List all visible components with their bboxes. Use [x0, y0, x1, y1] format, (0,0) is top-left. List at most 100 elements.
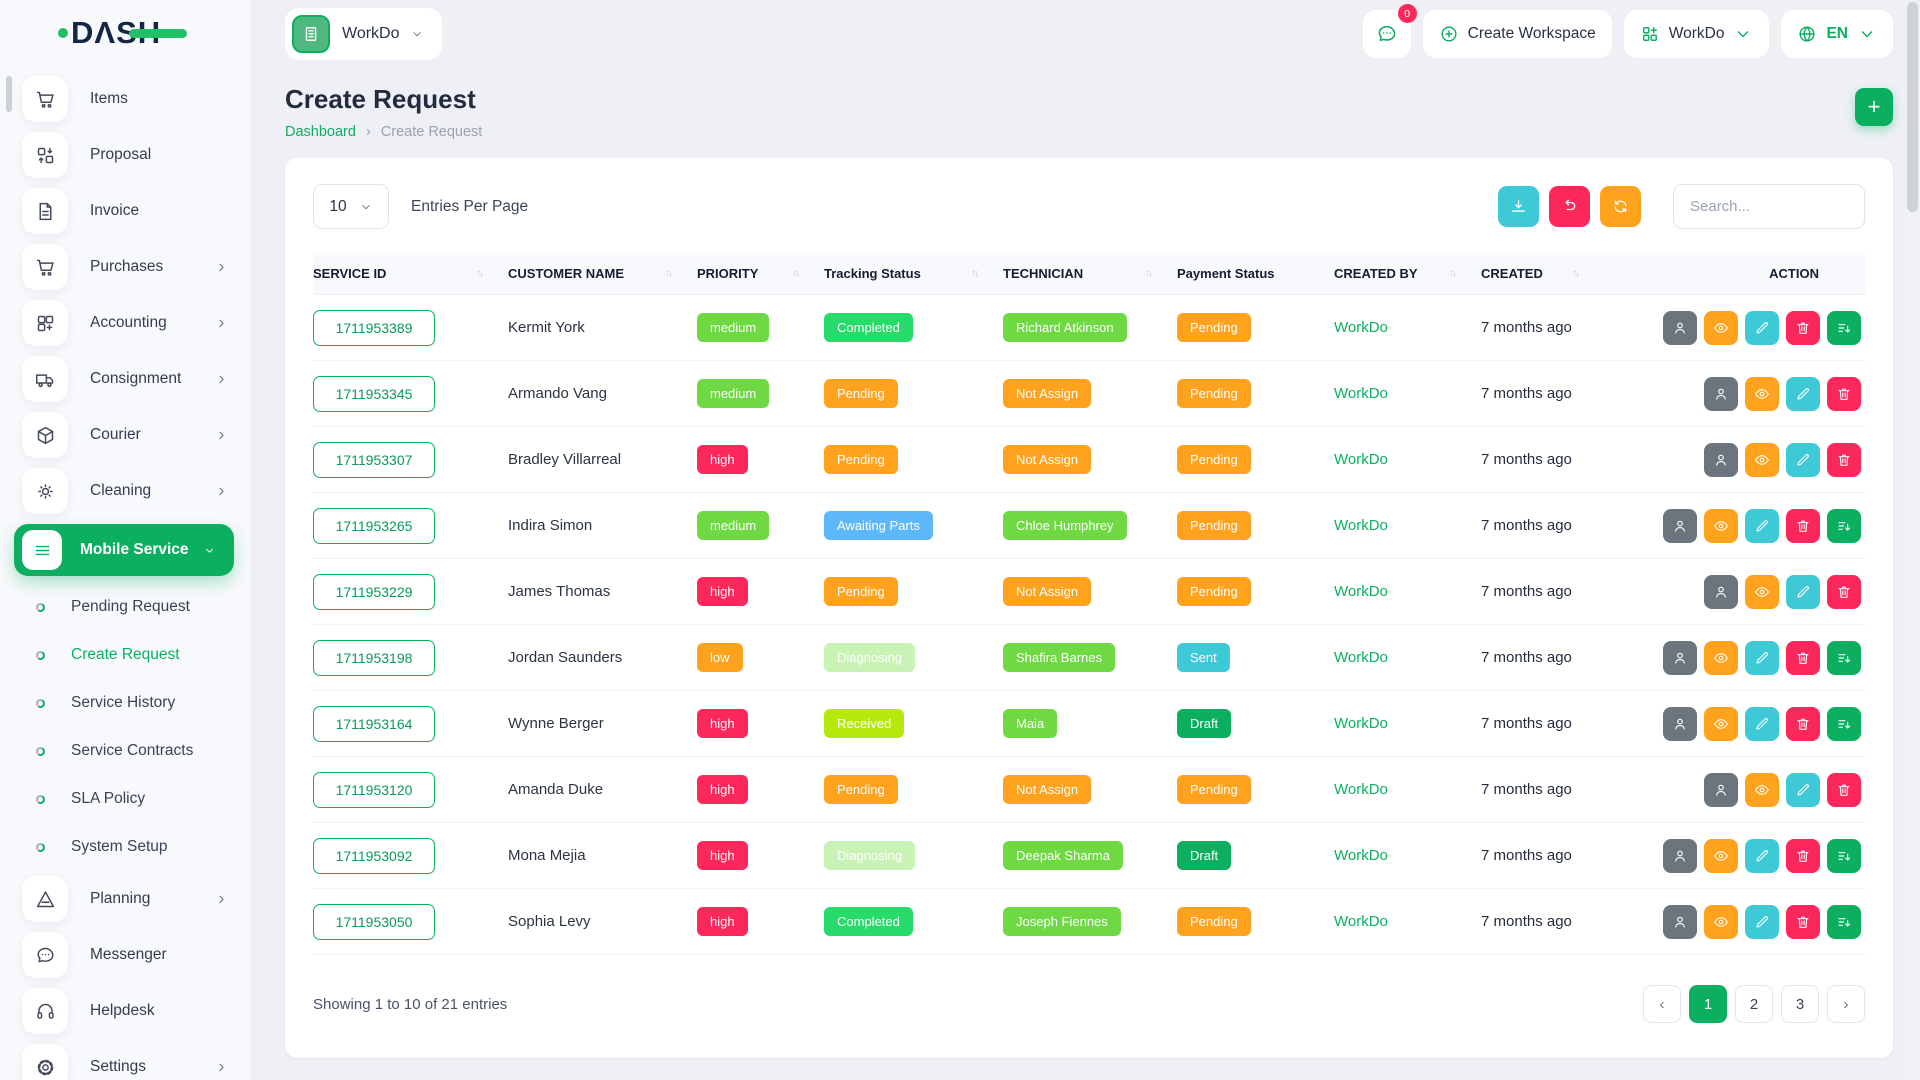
sidebar-subitem-create-request[interactable]: Create Request	[34, 636, 236, 674]
eye-action-button[interactable]	[1745, 574, 1779, 609]
pagination-page-3[interactable]: 3	[1781, 985, 1819, 1023]
service-id-link[interactable]: 1711953345	[313, 375, 435, 412]
pencil-action-button[interactable]	[1786, 376, 1820, 411]
sidebar-item-courier[interactable]: Courier	[22, 412, 236, 458]
column-header-priority[interactable]: PRIORITY ↑↓	[697, 253, 824, 295]
export-button[interactable]	[1498, 186, 1539, 227]
refresh-button[interactable]	[1600, 186, 1641, 227]
pencil-action-button[interactable]	[1745, 904, 1779, 939]
sidebar-item-proposal[interactable]: Proposal	[22, 132, 236, 178]
sidebar-item-accounting[interactable]: Accounting	[22, 300, 236, 346]
pencil-action-button[interactable]	[1786, 772, 1820, 807]
column-header-created[interactable]: CREATED ↑↓	[1481, 253, 1604, 295]
workspace-pill[interactable]: WorkDo	[285, 8, 442, 60]
trash-action-button[interactable]	[1786, 838, 1820, 873]
created-by-link[interactable]: WorkDo	[1334, 451, 1388, 468]
convert-action-button[interactable]	[1827, 640, 1861, 675]
user-action-button[interactable]	[1704, 376, 1738, 411]
service-id-link[interactable]: 1711953229	[313, 573, 435, 610]
trash-action-button[interactable]	[1786, 904, 1820, 939]
user-action-button[interactable]	[1704, 772, 1738, 807]
eye-action-button[interactable]	[1704, 838, 1738, 873]
eye-action-button[interactable]	[1745, 772, 1779, 807]
created-by-link[interactable]: WorkDo	[1334, 715, 1388, 732]
created-by-link[interactable]: WorkDo	[1334, 913, 1388, 930]
app-logo[interactable]: DΛSH	[0, 0, 250, 66]
sidebar-item-mobile-service[interactable]: Mobile Service	[14, 524, 234, 576]
sidebar-item-items[interactable]: Items	[22, 76, 236, 122]
created-by-link[interactable]: WorkDo	[1334, 847, 1388, 864]
eye-action-button[interactable]	[1704, 640, 1738, 675]
user-action-button[interactable]	[1663, 640, 1697, 675]
pagination-page-2[interactable]: 2	[1735, 985, 1773, 1023]
trash-action-button[interactable]	[1827, 442, 1861, 477]
eye-action-button[interactable]	[1704, 706, 1738, 741]
created-by-link[interactable]: WorkDo	[1334, 319, 1388, 336]
trash-action-button[interactable]	[1786, 706, 1820, 741]
trash-action-button[interactable]	[1786, 640, 1820, 675]
sidebar-subitem-pending-request[interactable]: Pending Request	[34, 588, 236, 626]
pencil-action-button[interactable]	[1745, 310, 1779, 345]
created-by-link[interactable]: WorkDo	[1334, 385, 1388, 402]
created-by-link[interactable]: WorkDo	[1334, 583, 1388, 600]
workspace-switch-dropdown[interactable]: WorkDo	[1623, 10, 1770, 58]
page-scrollbar[interactable]	[1905, 0, 1920, 1080]
sidebar-subitem-sla-policy[interactable]: SLA Policy	[34, 780, 236, 818]
service-id-link[interactable]: 1711953092	[313, 837, 435, 874]
reset-button[interactable]	[1549, 186, 1590, 227]
trash-action-button[interactable]	[1827, 376, 1861, 411]
column-header-tracking-status[interactable]: Tracking Status ↑↓	[824, 253, 1003, 295]
pencil-action-button[interactable]	[1745, 838, 1779, 873]
convert-action-button[interactable]	[1827, 838, 1861, 873]
trash-action-button[interactable]	[1786, 508, 1820, 543]
user-action-button[interactable]	[1663, 706, 1697, 741]
sidebar-item-cleaning[interactable]: Cleaning	[22, 468, 236, 514]
column-header-customer-name[interactable]: CUSTOMER NAME ↑↓	[508, 253, 697, 295]
column-header-created-by[interactable]: CREATED BY ↑↓	[1334, 253, 1481, 295]
sidebar-subitem-system-setup[interactable]: System Setup	[34, 828, 236, 866]
convert-action-button[interactable]	[1827, 904, 1861, 939]
sidebar-item-purchases[interactable]: Purchases	[22, 244, 236, 290]
page-scrollbar-thumb[interactable]	[1907, 2, 1918, 212]
sidebar-item-helpdesk[interactable]: Helpdesk	[22, 988, 236, 1034]
entries-per-page-select[interactable]: 10	[313, 184, 389, 229]
eye-action-button[interactable]	[1745, 442, 1779, 477]
sidebar-subitem-service-history[interactable]: Service History	[34, 684, 236, 722]
create-workspace-button[interactable]: Create Workspace	[1422, 10, 1612, 58]
created-by-link[interactable]: WorkDo	[1334, 781, 1388, 798]
eye-action-button[interactable]	[1745, 376, 1779, 411]
service-id-link[interactable]: 1711953050	[313, 903, 435, 940]
convert-action-button[interactable]	[1827, 508, 1861, 543]
user-action-button[interactable]	[1663, 904, 1697, 939]
created-by-link[interactable]: WorkDo	[1334, 649, 1388, 666]
messages-button[interactable]: 0	[1362, 4, 1417, 58]
pagination-next-button[interactable]: ›	[1827, 985, 1865, 1023]
user-action-button[interactable]	[1663, 838, 1697, 873]
add-request-button[interactable]: +	[1855, 88, 1893, 126]
user-action-button[interactable]	[1704, 574, 1738, 609]
sidebar-item-invoice[interactable]: Invoice	[22, 188, 236, 234]
service-id-link[interactable]: 1711953120	[313, 771, 435, 808]
column-header-service-id[interactable]: SERVICE ID ↑↓	[313, 253, 508, 295]
pencil-action-button[interactable]	[1745, 640, 1779, 675]
sidebar-scrollbar[interactable]	[6, 76, 12, 112]
pencil-action-button[interactable]	[1786, 574, 1820, 609]
service-id-link[interactable]: 1711953198	[313, 639, 435, 676]
eye-action-button[interactable]	[1704, 508, 1738, 543]
sidebar-item-consignment[interactable]: Consignment	[22, 356, 236, 402]
language-dropdown[interactable]: EN	[1781, 10, 1893, 58]
sidebar-item-settings[interactable]: Settings	[22, 1044, 236, 1080]
convert-action-button[interactable]	[1827, 310, 1861, 345]
convert-action-button[interactable]	[1827, 706, 1861, 741]
service-id-link[interactable]: 1711953389	[313, 309, 435, 346]
breadcrumb-dashboard-link[interactable]: Dashboard	[285, 124, 356, 140]
eye-action-button[interactable]	[1704, 904, 1738, 939]
column-header-technician[interactable]: TECHNICIAN ↑↓	[1003, 253, 1177, 295]
sidebar-subitem-service-contracts[interactable]: Service Contracts	[34, 732, 236, 770]
pencil-action-button[interactable]	[1745, 508, 1779, 543]
user-action-button[interactable]	[1663, 508, 1697, 543]
user-action-button[interactable]	[1663, 310, 1697, 345]
sidebar-item-planning[interactable]: Planning	[22, 876, 236, 922]
trash-action-button[interactable]	[1827, 574, 1861, 609]
sidebar-item-messenger[interactable]: Messenger	[22, 932, 236, 978]
